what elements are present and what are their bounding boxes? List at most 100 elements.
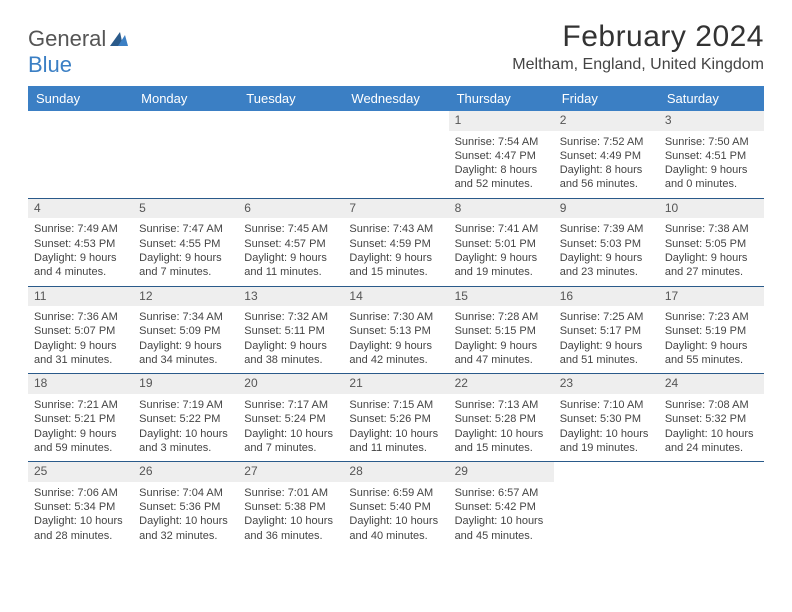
daylight-text: and 32 minutes.	[139, 529, 232, 543]
daylight-text: and 0 minutes.	[665, 177, 758, 191]
daylight-text: and 28 minutes.	[34, 529, 127, 543]
calendar-cell: 5Sunrise: 7:47 AMSunset: 4:55 PMDaylight…	[133, 199, 238, 286]
sunset-text: Sunset: 5:34 PM	[34, 500, 127, 514]
day-number: 15	[449, 287, 554, 307]
daylight-text: and 59 minutes.	[34, 441, 127, 455]
sunrise-text: Sunrise: 7:32 AM	[244, 310, 337, 324]
calendar-week: 11Sunrise: 7:36 AMSunset: 5:07 PMDayligh…	[28, 287, 764, 374]
sunrise-text: Sunrise: 7:30 AM	[349, 310, 442, 324]
sunset-text: Sunset: 5:17 PM	[560, 324, 653, 338]
daylight-text: Daylight: 9 hours	[34, 339, 127, 353]
daylight-text: Daylight: 8 hours	[455, 163, 548, 177]
weekday-header: Monday	[133, 86, 238, 111]
calendar-week: 1Sunrise: 7:54 AMSunset: 4:47 PMDaylight…	[28, 111, 764, 198]
sunrise-text: Sunrise: 7:06 AM	[34, 486, 127, 500]
daylight-text: and 3 minutes.	[139, 441, 232, 455]
sunrise-text: Sunrise: 7:50 AM	[665, 135, 758, 149]
calendar-page: GeneralBlue February 2024 Meltham, Engla…	[0, 0, 792, 569]
daylight-text: and 36 minutes.	[244, 529, 337, 543]
logo-text: GeneralBlue	[28, 26, 128, 78]
calendar-cell: 9Sunrise: 7:39 AMSunset: 5:03 PMDaylight…	[554, 199, 659, 286]
calendar-cell: 21Sunrise: 7:15 AMSunset: 5:26 PMDayligh…	[343, 374, 448, 461]
sunset-text: Sunset: 5:19 PM	[665, 324, 758, 338]
day-number: 23	[554, 374, 659, 394]
sunset-text: Sunset: 4:51 PM	[665, 149, 758, 163]
calendar-table: SundayMondayTuesdayWednesdayThursdayFrid…	[28, 86, 764, 549]
daylight-text: Daylight: 9 hours	[455, 339, 548, 353]
daylight-text: Daylight: 10 hours	[455, 514, 548, 528]
daylight-text: Daylight: 9 hours	[244, 251, 337, 265]
logo: GeneralBlue	[28, 26, 128, 78]
weekday-header: Saturday	[659, 86, 764, 111]
sunrise-text: Sunrise: 7:01 AM	[244, 486, 337, 500]
logo-triangle-icon	[110, 26, 128, 52]
daylight-text: Daylight: 10 hours	[560, 427, 653, 441]
day-number: 5	[133, 199, 238, 219]
sunset-text: Sunset: 4:59 PM	[349, 237, 442, 251]
daylight-text: Daylight: 9 hours	[560, 339, 653, 353]
day-number: 17	[659, 287, 764, 307]
sunrise-text: Sunrise: 7:38 AM	[665, 222, 758, 236]
day-number: 4	[28, 199, 133, 219]
sunset-text: Sunset: 5:38 PM	[244, 500, 337, 514]
calendar-week: 18Sunrise: 7:21 AMSunset: 5:21 PMDayligh…	[28, 374, 764, 461]
calendar-cell: 29Sunrise: 6:57 AMSunset: 5:42 PMDayligh…	[449, 462, 554, 549]
day-number: 26	[133, 462, 238, 482]
sunrise-text: Sunrise: 7:08 AM	[665, 398, 758, 412]
sunrise-text: Sunrise: 7:41 AM	[455, 222, 548, 236]
day-number: 3	[659, 111, 764, 131]
daylight-text: Daylight: 9 hours	[244, 339, 337, 353]
daylight-text: and 19 minutes.	[560, 441, 653, 455]
sunset-text: Sunset: 5:11 PM	[244, 324, 337, 338]
sunset-text: Sunset: 4:53 PM	[34, 237, 127, 251]
day-number: 9	[554, 199, 659, 219]
daylight-text: and 7 minutes.	[139, 265, 232, 279]
page-title: February 2024	[512, 20, 764, 54]
weekday-header: Thursday	[449, 86, 554, 111]
daylight-text: and 51 minutes.	[560, 353, 653, 367]
sunrise-text: Sunrise: 7:36 AM	[34, 310, 127, 324]
daylight-text: and 55 minutes.	[665, 353, 758, 367]
daylight-text: Daylight: 9 hours	[665, 251, 758, 265]
day-number: 8	[449, 199, 554, 219]
sunset-text: Sunset: 5:28 PM	[455, 412, 548, 426]
daylight-text: and 31 minutes.	[34, 353, 127, 367]
daylight-text: and 15 minutes.	[455, 441, 548, 455]
sunset-text: Sunset: 5:13 PM	[349, 324, 442, 338]
day-number: 10	[659, 199, 764, 219]
sunrise-text: Sunrise: 7:17 AM	[244, 398, 337, 412]
sunrise-text: Sunrise: 7:15 AM	[349, 398, 442, 412]
daylight-text: Daylight: 9 hours	[139, 339, 232, 353]
calendar-cell: 27Sunrise: 7:01 AMSunset: 5:38 PMDayligh…	[238, 462, 343, 549]
location-subtitle: Meltham, England, United Kingdom	[512, 56, 764, 74]
title-block: February 2024 Meltham, England, United K…	[512, 20, 764, 74]
day-number: 21	[343, 374, 448, 394]
daylight-text: Daylight: 9 hours	[455, 251, 548, 265]
daylight-text: and 34 minutes.	[139, 353, 232, 367]
day-number: 2	[554, 111, 659, 131]
calendar-cell: 1Sunrise: 7:54 AMSunset: 4:47 PMDaylight…	[449, 111, 554, 198]
sunset-text: Sunset: 5:26 PM	[349, 412, 442, 426]
calendar-cell	[659, 462, 764, 549]
daylight-text: and 19 minutes.	[455, 265, 548, 279]
sunset-text: Sunset: 4:49 PM	[560, 149, 653, 163]
daylight-text: Daylight: 10 hours	[455, 427, 548, 441]
day-number: 12	[133, 287, 238, 307]
daylight-text: Daylight: 9 hours	[34, 251, 127, 265]
calendar-head: SundayMondayTuesdayWednesdayThursdayFrid…	[28, 86, 764, 111]
calendar-cell	[133, 111, 238, 198]
calendar-cell: 24Sunrise: 7:08 AMSunset: 5:32 PMDayligh…	[659, 374, 764, 461]
daylight-text: and 56 minutes.	[560, 177, 653, 191]
calendar-cell: 6Sunrise: 7:45 AMSunset: 4:57 PMDaylight…	[238, 199, 343, 286]
daylight-text: and 47 minutes.	[455, 353, 548, 367]
weekday-header: Sunday	[28, 86, 133, 111]
sunset-text: Sunset: 5:32 PM	[665, 412, 758, 426]
sunrise-text: Sunrise: 7:25 AM	[560, 310, 653, 324]
sunset-text: Sunset: 5:07 PM	[34, 324, 127, 338]
day-number: 1	[449, 111, 554, 131]
day-number: 14	[343, 287, 448, 307]
sunrise-text: Sunrise: 7:54 AM	[455, 135, 548, 149]
day-number: 16	[554, 287, 659, 307]
calendar-cell: 14Sunrise: 7:30 AMSunset: 5:13 PMDayligh…	[343, 287, 448, 374]
calendar-cell: 16 Sunrise: 7:25 AMSunset: 5:17 PMDayligh…	[554, 287, 659, 374]
